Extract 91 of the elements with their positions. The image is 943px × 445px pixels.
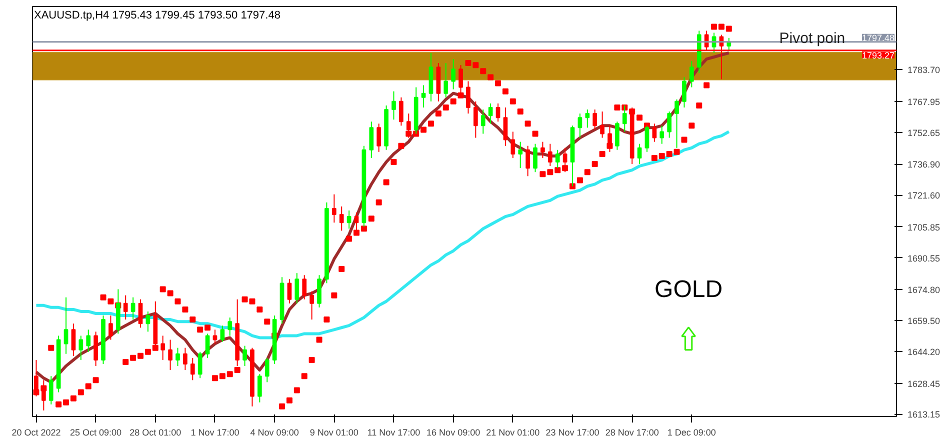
candlestick — [399, 96, 404, 126]
x-tick-label: 11 Nov 17:00 — [367, 428, 420, 438]
x-tick-label: 25 Oct 09:00 — [70, 428, 122, 438]
line-series — [34, 130, 730, 340]
y-tick-label: 1674.80 — [908, 285, 940, 296]
candlestick — [168, 339, 172, 371]
candlestick — [526, 145, 530, 177]
candlestick — [392, 90, 396, 120]
candlestick — [205, 333, 210, 358]
candlestick — [518, 141, 523, 169]
candlestick — [480, 109, 486, 134]
candlestick — [660, 125, 664, 144]
candlestick — [242, 345, 247, 367]
candlestick — [108, 315, 113, 340]
candlestick — [674, 98, 679, 148]
annotation: Pivot poin — [779, 30, 846, 47]
candlestick — [600, 111, 604, 138]
candlestick — [86, 329, 91, 352]
y-tick-label: 1721.60 — [908, 190, 940, 201]
candlestick — [488, 102, 493, 124]
candlestick — [198, 351, 202, 379]
candlestick — [130, 296, 136, 320]
candlestick — [444, 62, 448, 98]
candlestick — [346, 210, 352, 230]
candlestick — [176, 347, 180, 367]
candlestick — [496, 102, 500, 122]
candlestick — [123, 294, 128, 320]
y-tick-label: 1705.85 — [908, 222, 940, 232]
candlestick — [339, 206, 344, 232]
x-tick-label: 28 Nov 17:00 — [605, 428, 659, 438]
candlestick — [585, 109, 590, 128]
candlestick — [138, 298, 143, 328]
candlestick — [510, 131, 516, 158]
y-tick-label: 1613.15 — [908, 410, 940, 420]
candlestick — [332, 194, 336, 224]
candlestick — [302, 274, 307, 300]
candlestick — [71, 323, 76, 356]
x-tick-label: 20 Oct 2022 — [12, 428, 61, 438]
candlestick — [473, 100, 478, 138]
y-tick-label: 1752.65 — [908, 128, 940, 138]
candlestick — [466, 80, 470, 114]
candlestick — [615, 121, 620, 150]
y-tick-label: 1767.95 — [908, 97, 940, 108]
candlestick — [190, 357, 195, 381]
x-tick-label: 1 Nov 17:00 — [190, 428, 240, 438]
ref-line-label: 1797.48 — [862, 32, 895, 43]
ref-line-label: 1793.27 — [862, 50, 895, 60]
y-tick-label: 1644.20 — [908, 346, 940, 357]
candlestick — [548, 143, 552, 167]
candlestick — [310, 290, 314, 320]
x-tick-label: 9 Nov 01:00 — [310, 428, 358, 438]
candlestick — [689, 60, 694, 88]
candlestick — [264, 357, 270, 383]
x-tick-label: 4 Nov 09:00 — [250, 428, 299, 438]
x-tick-label: 16 Nov 09:00 — [426, 428, 480, 438]
annotation: GOLD — [654, 276, 723, 303]
candlestick — [682, 76, 686, 108]
candlestick — [503, 106, 508, 146]
candlestick — [533, 143, 538, 173]
candlestick — [369, 121, 374, 158]
x-tick-label: 21 Nov 01:00 — [486, 428, 540, 438]
candlestick — [146, 310, 150, 332]
candlestick — [64, 296, 68, 354]
candlestick — [228, 317, 232, 336]
candlestick — [592, 109, 598, 130]
x-tick-label: 23 Nov 17:00 — [546, 428, 600, 438]
candlestick — [212, 329, 218, 344]
candlestick — [220, 325, 225, 342]
candlestick — [183, 347, 188, 371]
candlestick — [451, 58, 456, 90]
candlestick — [540, 141, 545, 158]
candlestick — [294, 272, 300, 304]
candlestick — [257, 374, 262, 403]
y-tick-label: 1690.55 — [908, 253, 940, 264]
candlestick — [160, 335, 166, 360]
y-tick-label: 1659.50 — [908, 316, 940, 326]
chart-title: XAUUSD.tp,H4 1795.43 1799.45 1793.50 1797.48 — [34, 10, 280, 22]
x-tick-label: 28 Oct 01:00 — [130, 428, 182, 438]
candlestick — [376, 123, 382, 152]
y-tick-label: 1736.90 — [908, 160, 940, 170]
candlestick — [78, 335, 84, 360]
candlestick — [421, 84, 426, 108]
candlestick — [652, 123, 657, 142]
candlestick — [287, 278, 292, 304]
candlestick — [578, 113, 582, 138]
x-tick-label: 1 Dec 09:00 — [667, 428, 716, 438]
candlestick — [637, 143, 642, 165]
y-tick-label: 1628.45 — [908, 378, 940, 389]
candlestick — [48, 376, 54, 405]
candlestick — [667, 111, 672, 138]
y-tick-label: 1783.70 — [908, 65, 940, 76]
